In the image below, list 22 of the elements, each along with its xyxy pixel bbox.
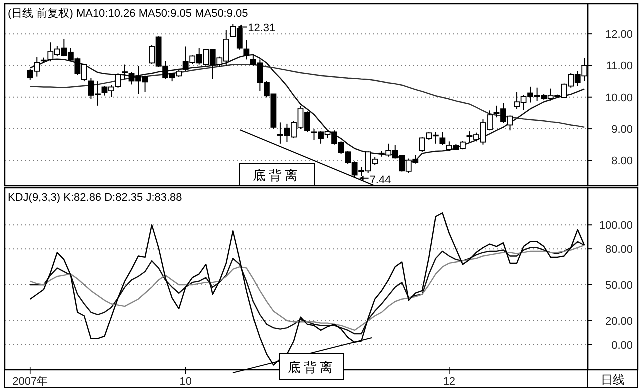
annotation: 底背离	[288, 360, 336, 375]
y-tick-label: 50.00	[605, 280, 633, 292]
annotation: 12.31	[248, 22, 276, 34]
x-tick-label: 10	[180, 376, 192, 388]
x-tick-label: 2007年	[12, 376, 48, 388]
y-tick-label: 20.00	[605, 316, 633, 328]
text: 日线	[601, 373, 625, 387]
x-tick-label: 12	[443, 376, 456, 388]
y-tick-label: 9.00	[612, 124, 633, 136]
chart-title: KDJ(9,3,3) K:82.86 D:82.35 J:83.88	[8, 192, 182, 204]
y-tick-label: 0.00	[612, 340, 633, 352]
y-tick-label: 10.00	[605, 92, 633, 104]
y-tick-label: 12.00	[605, 29, 633, 42]
candlestick	[440, 132, 446, 146]
y-tick-label: 8.00	[612, 156, 633, 168]
y-tick-label: 80.00	[605, 244, 633, 256]
chart-title: (日线 前复权) MA10:10.26 MA50:9.05 MA50:9.05	[8, 7, 248, 20]
annotation: 7.44	[370, 174, 392, 186]
y-tick-label: 100.00	[599, 220, 633, 232]
y-tick-label: 11.00	[606, 60, 633, 73]
candlestick	[244, 40, 250, 60]
annotation: 底背离	[253, 168, 301, 183]
